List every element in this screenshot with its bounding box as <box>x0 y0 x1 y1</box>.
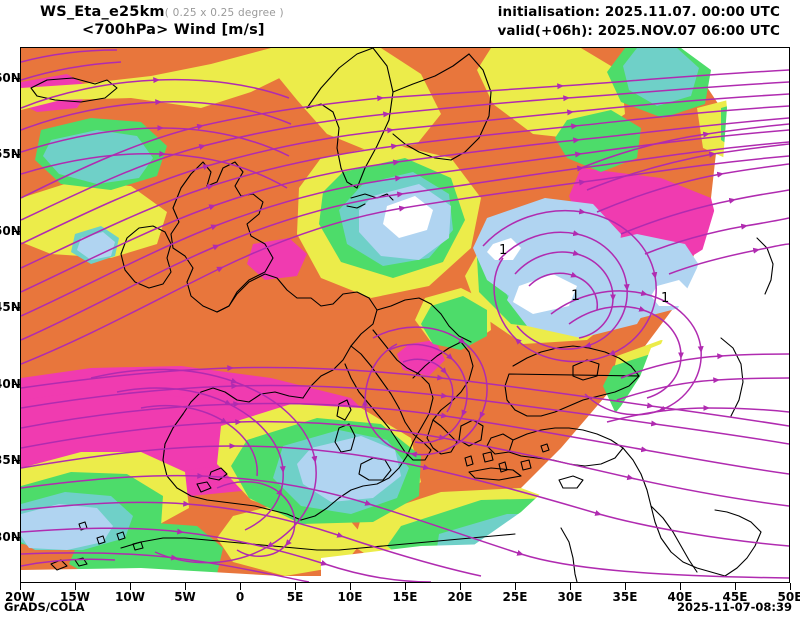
y-axis-label: 35N <box>0 453 21 468</box>
x-axis-tick <box>75 583 76 590</box>
contour-label-layer: 1 1 1 <box>499 243 669 306</box>
x-axis-tick <box>20 583 21 590</box>
x-axis-label: 10W <box>115 590 145 604</box>
y-axis-tick <box>13 383 20 385</box>
y-axis-tick <box>13 77 20 79</box>
x-axis-tick <box>295 583 296 590</box>
valid-text: valid(+06h): 2025.NOV.07 06:00 UTC <box>497 23 780 39</box>
y-axis-label: 40N <box>0 376 21 391</box>
resolution-label: ( 0.25 x 0.25 degree ) <box>164 7 284 19</box>
contour-label-3: 1 <box>661 291 669 306</box>
x-axis-tick <box>350 583 351 590</box>
x-axis-label: 5W <box>174 590 196 604</box>
x-axis-label: 0 <box>235 590 245 604</box>
header-left: WS_Eta_e25km( 0.25 x 0.25 degree ) <700h… <box>40 4 420 38</box>
x-axis-label: 20E <box>447 590 473 604</box>
map-plot-area[interactable]: 1 1 1 <box>20 47 790 583</box>
variable-title: WS_Eta_e25km( 0.25 x 0.25 degree ) <box>40 4 420 20</box>
x-axis-tick <box>735 583 736 590</box>
x-axis-tick <box>185 583 186 590</box>
level-title: <700hPa> Wind [m/s] <box>82 22 265 38</box>
x-axis-tick <box>680 583 681 590</box>
x-axis-tick <box>130 583 131 590</box>
x-axis-tick <box>460 583 461 590</box>
x-axis-tick <box>625 583 626 590</box>
x-axis-tick <box>570 583 571 590</box>
x-axis-label: 35E <box>612 590 638 604</box>
y-axis-label: 45N <box>0 300 21 315</box>
chart-header: WS_Eta_e25km( 0.25 x 0.25 degree ) <700h… <box>0 0 800 44</box>
contour-label-2: 1 <box>499 243 507 258</box>
map-canvas: 1 1 1 <box>21 48 789 582</box>
contour-label-1: 1 <box>571 288 580 304</box>
x-axis-label: 25E <box>502 590 528 604</box>
grads-credit: GrADS/COLA <box>4 600 85 614</box>
x-axis-tick <box>240 583 241 590</box>
y-axis-label: 30N <box>0 530 21 545</box>
y-axis-label: 60N <box>0 70 21 85</box>
x-axis-label: 10E <box>337 590 363 604</box>
render-timestamp: 2025-11-07-08:39 <box>677 600 792 614</box>
y-axis-label: 50N <box>0 223 21 238</box>
streamline-layer <box>21 49 789 582</box>
y-axis-tick <box>13 460 20 462</box>
y-axis-tick <box>13 537 20 539</box>
x-axis-tick <box>405 583 406 590</box>
header-right: initialisation: 2025.11.07. 00:00 UTC va… <box>420 4 780 39</box>
x-axis-label: 30E <box>557 590 583 604</box>
initialisation-text: initialisation: 2025.11.07. 00:00 UTC <box>497 4 780 20</box>
variable-name: WS_Eta_e25km <box>40 4 165 20</box>
x-axis-tick <box>515 583 516 590</box>
x-axis-label: 5E <box>286 590 304 604</box>
x-axis-tick <box>790 583 791 590</box>
y-axis-tick <box>13 307 20 309</box>
y-axis-label: 55N <box>0 147 21 162</box>
y-axis-tick <box>13 154 20 156</box>
x-axis-label: 15E <box>392 590 418 604</box>
y-axis-tick <box>13 230 20 232</box>
